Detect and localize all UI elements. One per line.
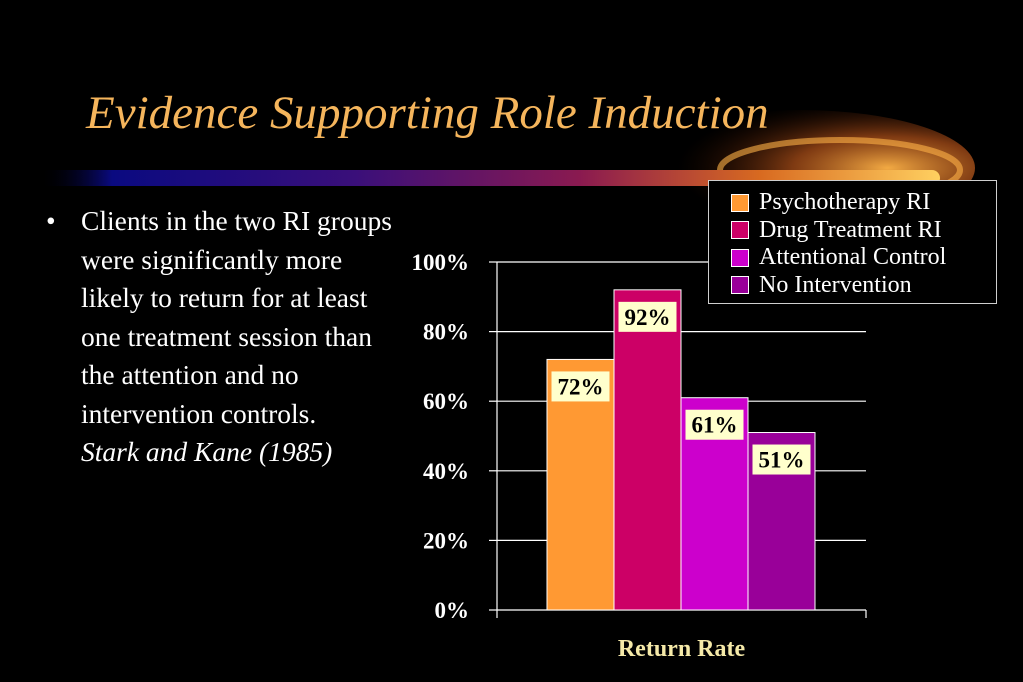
data-label-box <box>551 371 610 402</box>
legend-swatch <box>731 276 749 295</box>
bullet-text: Clients in the two RI groups were signif… <box>81 202 401 472</box>
legend-label: Drug Treatment RI <box>759 216 942 243</box>
legend-item-attentional-control: Attentional Control <box>731 244 996 272</box>
data-label: 61% <box>692 413 738 438</box>
data-label-box <box>618 301 677 332</box>
legend-item-psychotherapy-ri: Psychotherapy RI <box>731 189 996 217</box>
data-label: 51% <box>759 448 805 473</box>
y-tick-label: 80% <box>423 320 469 345</box>
y-tick-label: 40% <box>423 459 469 484</box>
legend-swatch <box>731 248 749 267</box>
legend-label: No Intervention <box>759 271 912 298</box>
data-label: 92% <box>625 305 671 330</box>
legend-label: Psychotherapy RI <box>759 189 931 216</box>
legend-swatch <box>731 193 749 212</box>
legend-item-no-intervention: No Intervention <box>731 272 996 300</box>
legend-label: Attentional Control <box>759 244 947 271</box>
y-tick-label: 60% <box>423 389 469 414</box>
legend-swatch <box>731 221 749 240</box>
legend-item-drug-treatment-ri: Drug Treatment RI <box>731 217 996 245</box>
slide-title: Evidence Supporting Role Induction <box>86 87 769 139</box>
y-tick-label: 0% <box>435 598 470 623</box>
bullet-marker: • <box>46 205 56 236</box>
citation: Stark and Kane (1985) <box>81 436 333 467</box>
x-axis-label: Return Rate <box>618 636 746 662</box>
bullet-body: Clients in the two RI groups were signif… <box>81 205 392 429</box>
data-label-box <box>685 409 744 440</box>
data-label-box <box>752 444 811 475</box>
y-tick-label: 20% <box>423 528 469 553</box>
bar-drug-treatment-ri <box>613 289 682 611</box>
chart-legend: Psychotherapy RI Drug Treatment RI Atten… <box>708 180 997 304</box>
data-label: 72% <box>558 374 604 399</box>
y-tick-label: 100% <box>412 250 470 275</box>
